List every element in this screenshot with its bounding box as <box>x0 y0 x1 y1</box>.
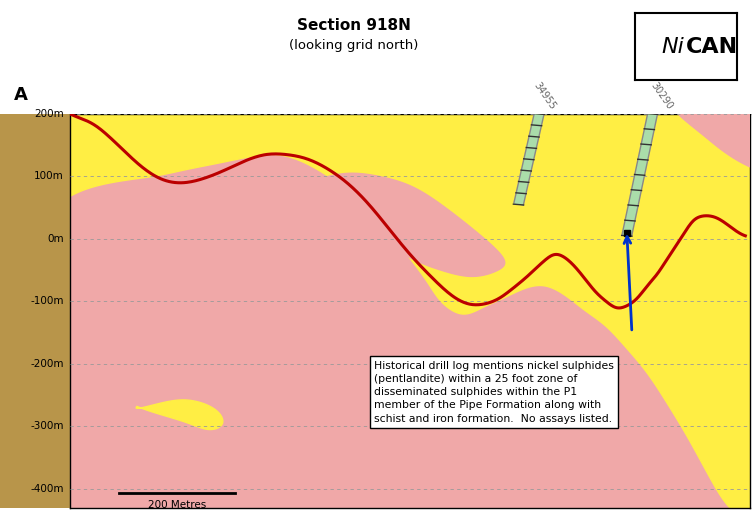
Text: 200 Metres: 200 Metres <box>148 499 206 510</box>
Text: -200m: -200m <box>30 359 64 369</box>
Text: -300m: -300m <box>30 422 64 431</box>
Polygon shape <box>287 173 505 277</box>
Text: CAN: CAN <box>687 37 738 56</box>
Text: Section 918N: Section 918N <box>296 18 411 33</box>
Text: Historical drill log mentions nickel sulphides
(pentlandite) within a 25 foot zo: Historical drill log mentions nickel sul… <box>374 361 614 424</box>
Text: Ni: Ni <box>662 37 684 56</box>
Polygon shape <box>136 400 223 429</box>
Text: (looking grid north): (looking grid north) <box>289 39 418 52</box>
Text: A: A <box>14 85 28 104</box>
Text: 30290: 30290 <box>649 80 675 111</box>
Text: -400m: -400m <box>30 484 64 494</box>
Text: 34955: 34955 <box>532 80 557 111</box>
Polygon shape <box>70 114 750 513</box>
Text: 0m: 0m <box>47 234 64 244</box>
Polygon shape <box>678 114 750 167</box>
Text: -100m: -100m <box>30 296 64 307</box>
Text: 100m: 100m <box>34 171 64 181</box>
Text: 200m: 200m <box>34 109 64 119</box>
